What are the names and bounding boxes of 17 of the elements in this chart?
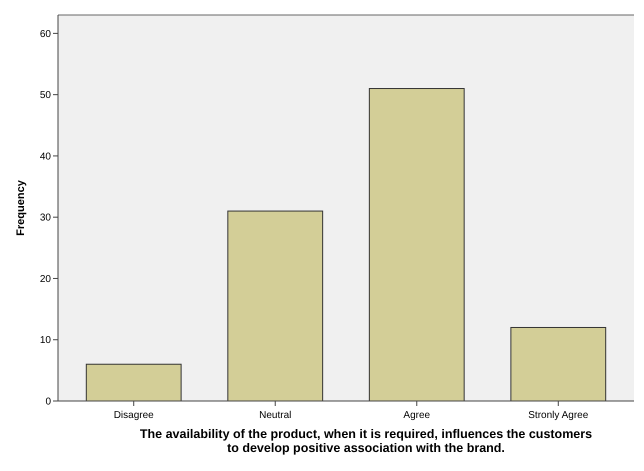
- y-tick-label: 30: [40, 212, 52, 224]
- bar: [86, 364, 182, 402]
- x-tick-label: Neutral: [259, 410, 292, 421]
- bar: [227, 210, 324, 402]
- y-tick-label: 20: [40, 274, 52, 285]
- bar: [368, 88, 465, 402]
- x-tick-label: Stronly Agree: [528, 410, 589, 421]
- y-tick-label: 10: [40, 335, 52, 346]
- y-axis-title: Frequency: [15, 179, 27, 236]
- y-tick-label: 40: [40, 151, 52, 162]
- x-tick-label: Disagree: [114, 410, 154, 421]
- x-axis-title: The availability of the product, when it is required, influences the customers to develop positive association with the brand.: [140, 427, 592, 455]
- y-tick-label: 0: [45, 396, 52, 408]
- y-tick-label: 50: [40, 90, 52, 102]
- bar: [510, 326, 606, 402]
- x-tick-label: Agree: [403, 410, 431, 421]
- y-tick-label: 60: [40, 28, 52, 40]
